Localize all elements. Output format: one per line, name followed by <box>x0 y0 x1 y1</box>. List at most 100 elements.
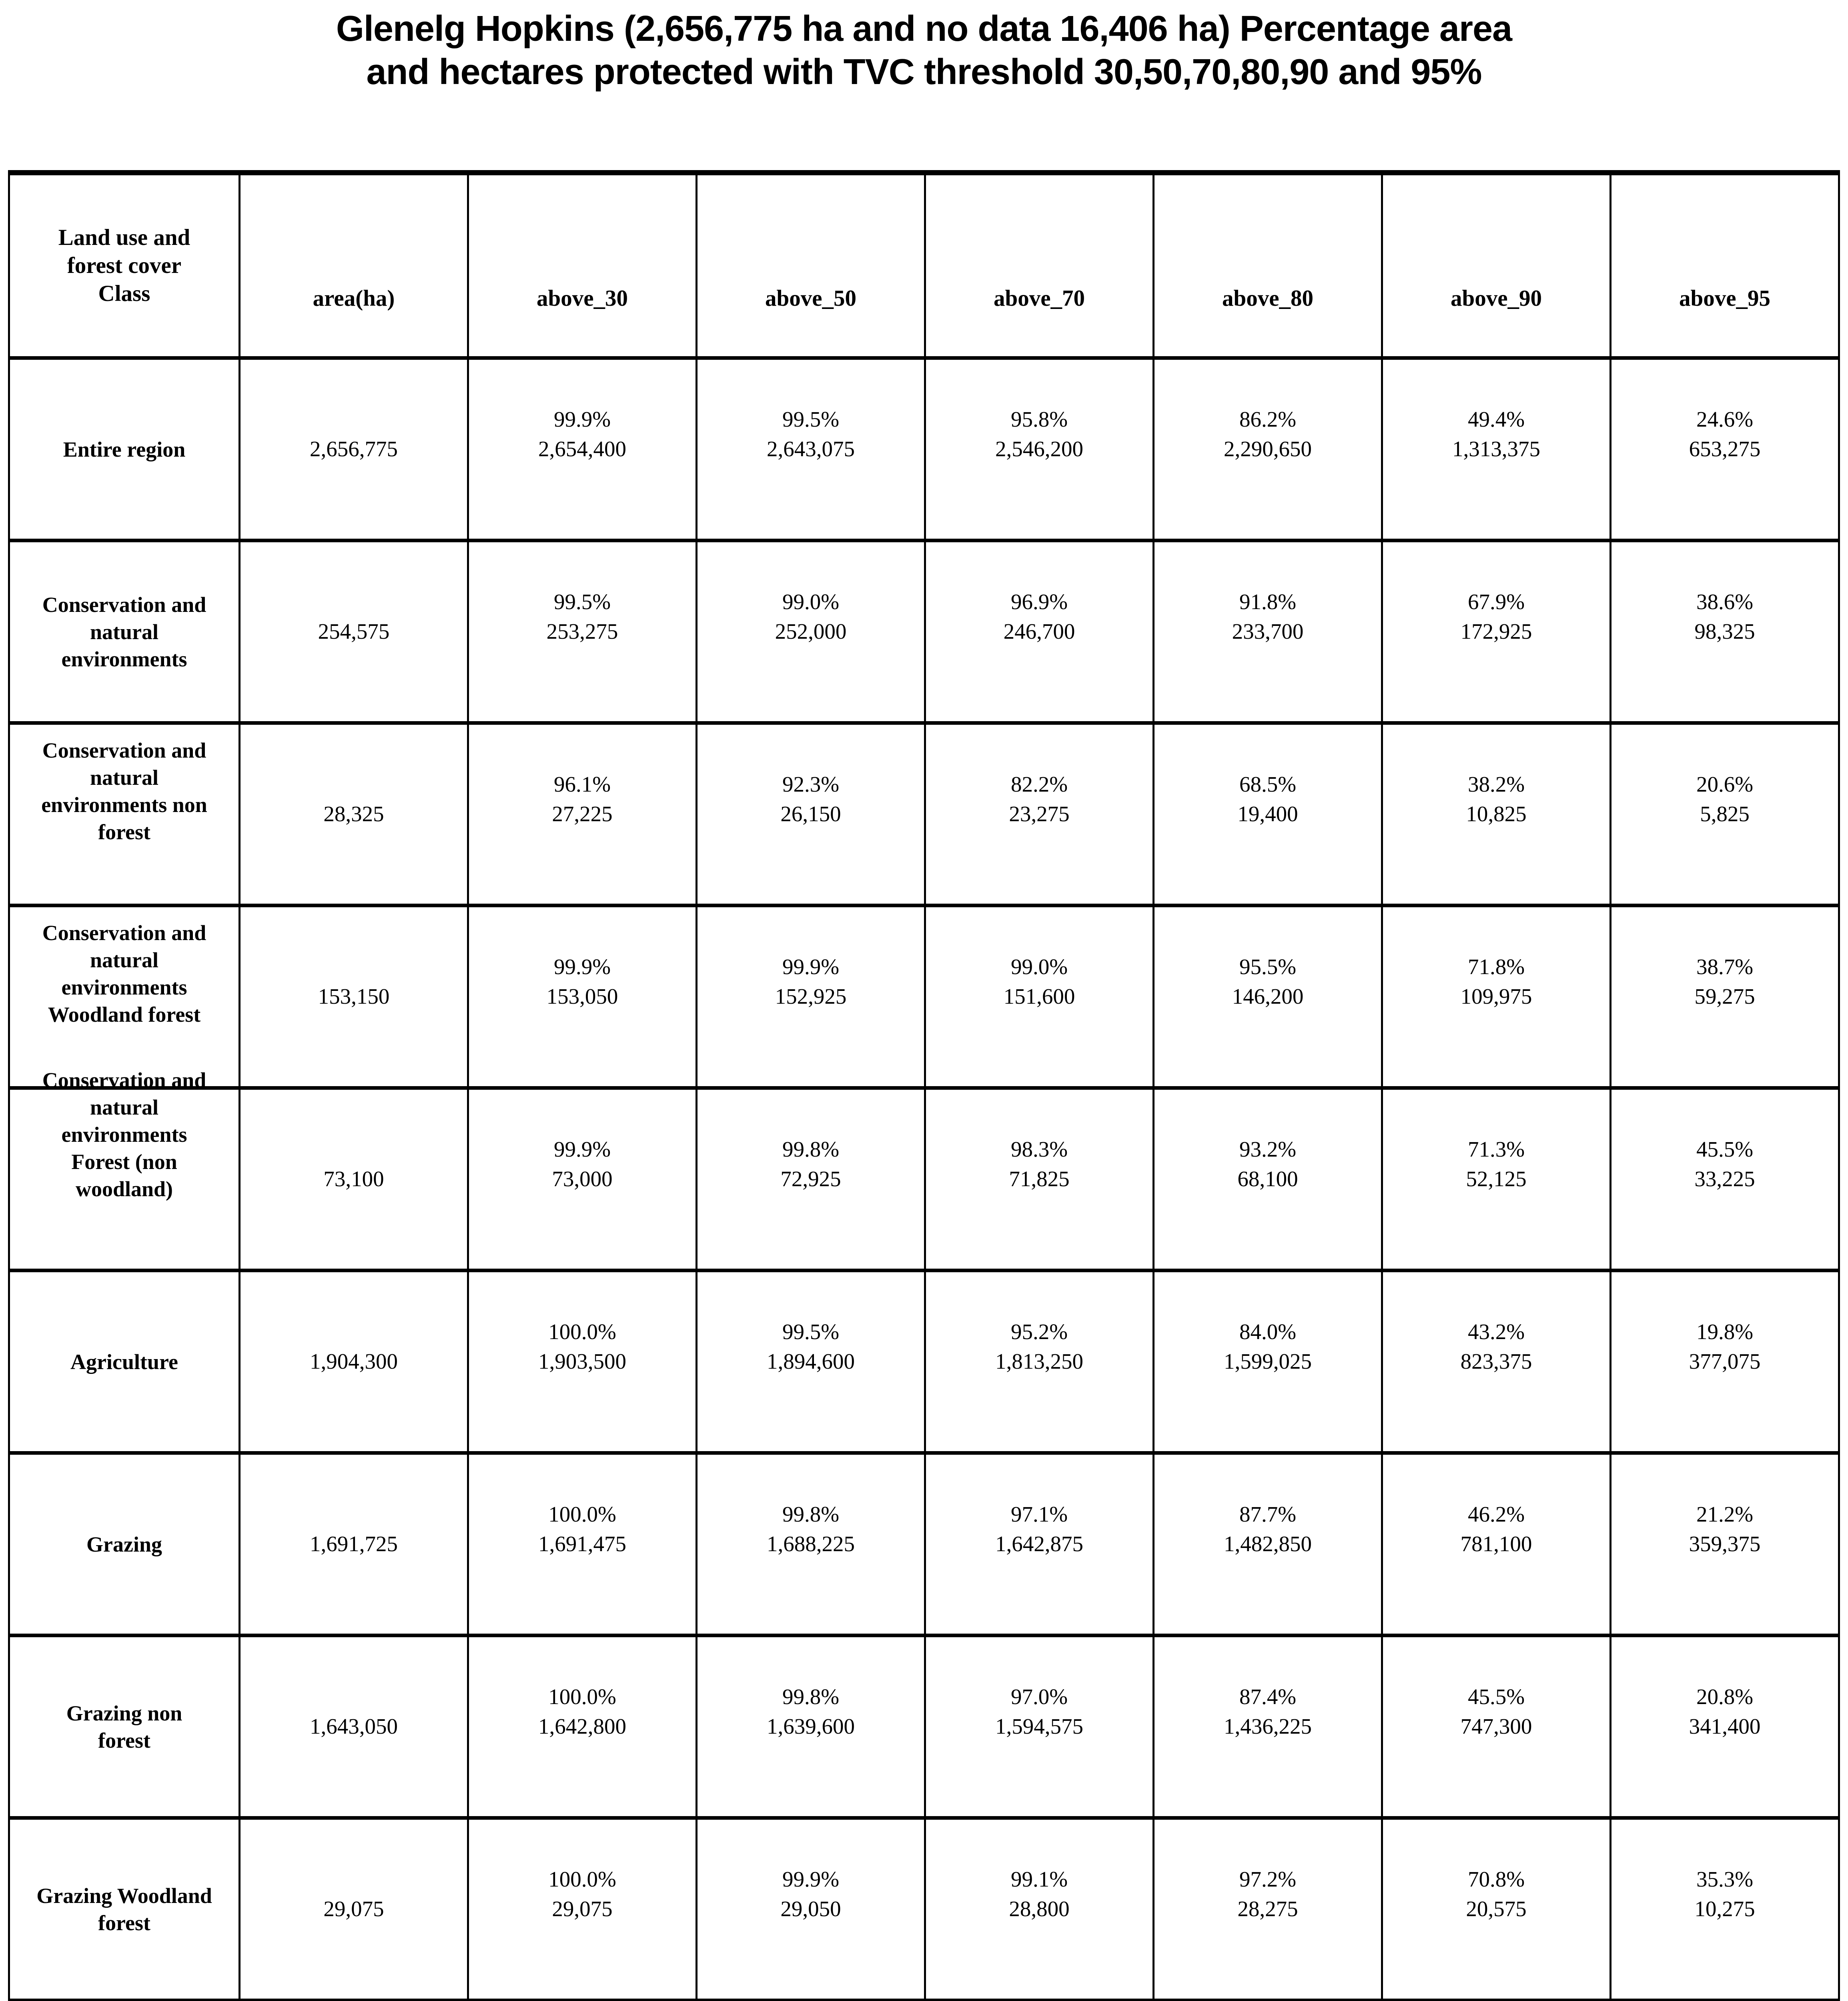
table-row: Conservation and natural environments Wo… <box>10 904 1838 1086</box>
pct-value: 99.1% <box>1010 1867 1068 1891</box>
ha-value: 377,075 <box>1689 1349 1761 1373</box>
pct-value: 86.2% <box>1239 407 1297 431</box>
ha-value: 71,825 <box>1009 1166 1070 1191</box>
threshold-cell: 21.2% 359,375 <box>1609 1455 1838 1634</box>
threshold-cell: 70.8% 20,575 <box>1381 1820 1609 1999</box>
pct-value: 99.0% <box>782 589 840 614</box>
pct-value: 38.6% <box>1696 589 1754 614</box>
ha-value: 1,688,225 <box>767 1531 855 1556</box>
ha-value: 153,050 <box>546 984 618 1009</box>
ha-value: 59,275 <box>1694 984 1755 1009</box>
pct-value: 99.8% <box>782 1137 840 1161</box>
ha-value: 2,643,075 <box>767 436 855 461</box>
threshold-cell: 99.9% 153,050 <box>467 907 696 1086</box>
ha-value: 1,436,225 <box>1224 1714 1312 1738</box>
pct-value: 38.7% <box>1696 954 1754 979</box>
pct-value: 99.5% <box>782 1319 840 1344</box>
ha-value: 253,275 <box>546 619 618 644</box>
pct-value: 82.2% <box>1010 772 1068 796</box>
pct-value: 45.5% <box>1696 1137 1754 1161</box>
area-value: 153,150 <box>318 984 390 1009</box>
pct-value: 84.0% <box>1239 1319 1297 1344</box>
row-label: Conservation and natural environments Fo… <box>42 1068 206 1201</box>
ha-value: 1,639,600 <box>767 1714 855 1738</box>
threshold-cell: 100.0% 1,903,500 <box>467 1272 696 1451</box>
threshold-cell: 99.8% 72,925 <box>696 1090 924 1269</box>
threshold-cell: 71.8% 109,975 <box>1381 907 1609 1086</box>
threshold-cell: 99.9% 2,654,400 <box>467 360 696 539</box>
threshold-cell: 99.0% 252,000 <box>696 542 924 721</box>
ha-value: 68,100 <box>1237 1166 1298 1191</box>
ha-value: 10,275 <box>1694 1896 1755 1921</box>
row-area-cell: 73,100 <box>239 1090 467 1269</box>
pct-value: 95.2% <box>1010 1319 1068 1344</box>
ha-value: 747,300 <box>1460 1714 1532 1738</box>
row-area-cell: 1,643,050 <box>239 1637 467 1816</box>
ha-value: 28,800 <box>1009 1896 1070 1921</box>
pct-value: 99.8% <box>782 1684 840 1709</box>
table-row: Agriculture 1,904,300 100.0% 1,903,500 99.… <box>10 1269 1838 1451</box>
ha-value: 2,546,200 <box>995 436 1083 461</box>
ha-value: 27,225 <box>552 801 613 826</box>
threshold-cell: 95.5% 146,200 <box>1152 907 1381 1086</box>
ha-value: 19,400 <box>1237 801 1298 826</box>
row-label: Grazing Woodland forest <box>36 1883 212 1935</box>
threshold-cell: 43.2% 823,375 <box>1381 1272 1609 1451</box>
threshold-cell: 100.0% 29,075 <box>467 1820 696 1999</box>
row-label: Grazing non forest <box>66 1701 182 1752</box>
threshold-cell: 99.0% 151,600 <box>924 907 1152 1086</box>
threshold-cell: 92.3% 26,150 <box>696 725 924 904</box>
ha-value: 823,375 <box>1460 1349 1532 1373</box>
pct-value: 95.8% <box>1010 407 1068 431</box>
pct-value: 99.9% <box>782 954 840 979</box>
header-cell-above-95: above_95 <box>1609 175 1838 356</box>
threshold-cell: 99.5% 1,894,600 <box>696 1272 924 1451</box>
ha-value: 359,375 <box>1689 1531 1761 1556</box>
header-cell-above-50: above_50 <box>696 175 924 356</box>
page-title-line2: and hectares protected with TVC threshol… <box>366 52 1482 92</box>
ha-value: 20,575 <box>1466 1896 1527 1921</box>
pct-value: 96.9% <box>1010 589 1068 614</box>
header-cell-above-30: above_30 <box>467 175 696 356</box>
threshold-cell: 97.1% 1,642,875 <box>924 1455 1152 1634</box>
ha-value: 146,200 <box>1232 984 1304 1009</box>
pct-value: 96.1% <box>553 772 611 796</box>
row-label-cell: Conservation and natural environments Fo… <box>10 1068 239 1269</box>
row-label-cell: Grazing <box>10 1455 239 1634</box>
pct-value: 99.9% <box>782 1867 840 1891</box>
threshold-cell: 87.7% 1,482,850 <box>1152 1455 1381 1634</box>
pct-value: 99.8% <box>782 1502 840 1526</box>
threshold-cell: 68.5% 19,400 <box>1152 725 1381 904</box>
row-label-cell: Grazing Woodland forest <box>10 1820 239 1999</box>
threshold-cell: 95.2% 1,813,250 <box>924 1272 1152 1451</box>
row-label-cell: Conservation and natural environments <box>10 542 239 721</box>
threshold-cell: 20.8% 341,400 <box>1609 1637 1838 1816</box>
page-title: Glenelg Hopkins (2,656,775 ha and no dat… <box>0 7 1848 94</box>
ha-value: 1,903,500 <box>538 1349 626 1373</box>
data-table: Land use and forest cover Class area(ha)… <box>8 170 1840 2001</box>
pct-value: 49.4% <box>1467 407 1525 431</box>
threshold-cell: 93.2% 68,100 <box>1152 1090 1381 1269</box>
ha-value: 781,100 <box>1460 1531 1532 1556</box>
threshold-cell: 86.2% 2,290,650 <box>1152 360 1381 539</box>
row-area-cell: 2,656,775 <box>239 360 467 539</box>
ha-value: 1,642,800 <box>538 1714 626 1738</box>
pct-value: 100.0% <box>548 1502 616 1526</box>
ha-value: 5,825 <box>1700 801 1750 826</box>
pct-value: 100.0% <box>548 1867 616 1891</box>
row-area-cell: 29,075 <box>239 1820 467 1999</box>
pct-value: 20.6% <box>1696 772 1754 796</box>
threshold-cell: 96.1% 27,225 <box>467 725 696 904</box>
ha-value: 2,290,650 <box>1224 436 1312 461</box>
ha-value: 33,225 <box>1694 1166 1755 1191</box>
row-area-cell: 254,575 <box>239 542 467 721</box>
pct-value: 97.0% <box>1010 1684 1068 1709</box>
pct-value: 92.3% <box>782 772 840 796</box>
ha-value: 2,654,400 <box>538 436 626 461</box>
pct-value: 87.4% <box>1239 1684 1297 1709</box>
ha-value: 1,594,575 <box>995 1714 1083 1738</box>
pct-value: 99.9% <box>553 407 611 431</box>
pct-value: 99.9% <box>553 954 611 979</box>
row-label: Conservation and natural environments Wo… <box>42 920 206 1027</box>
